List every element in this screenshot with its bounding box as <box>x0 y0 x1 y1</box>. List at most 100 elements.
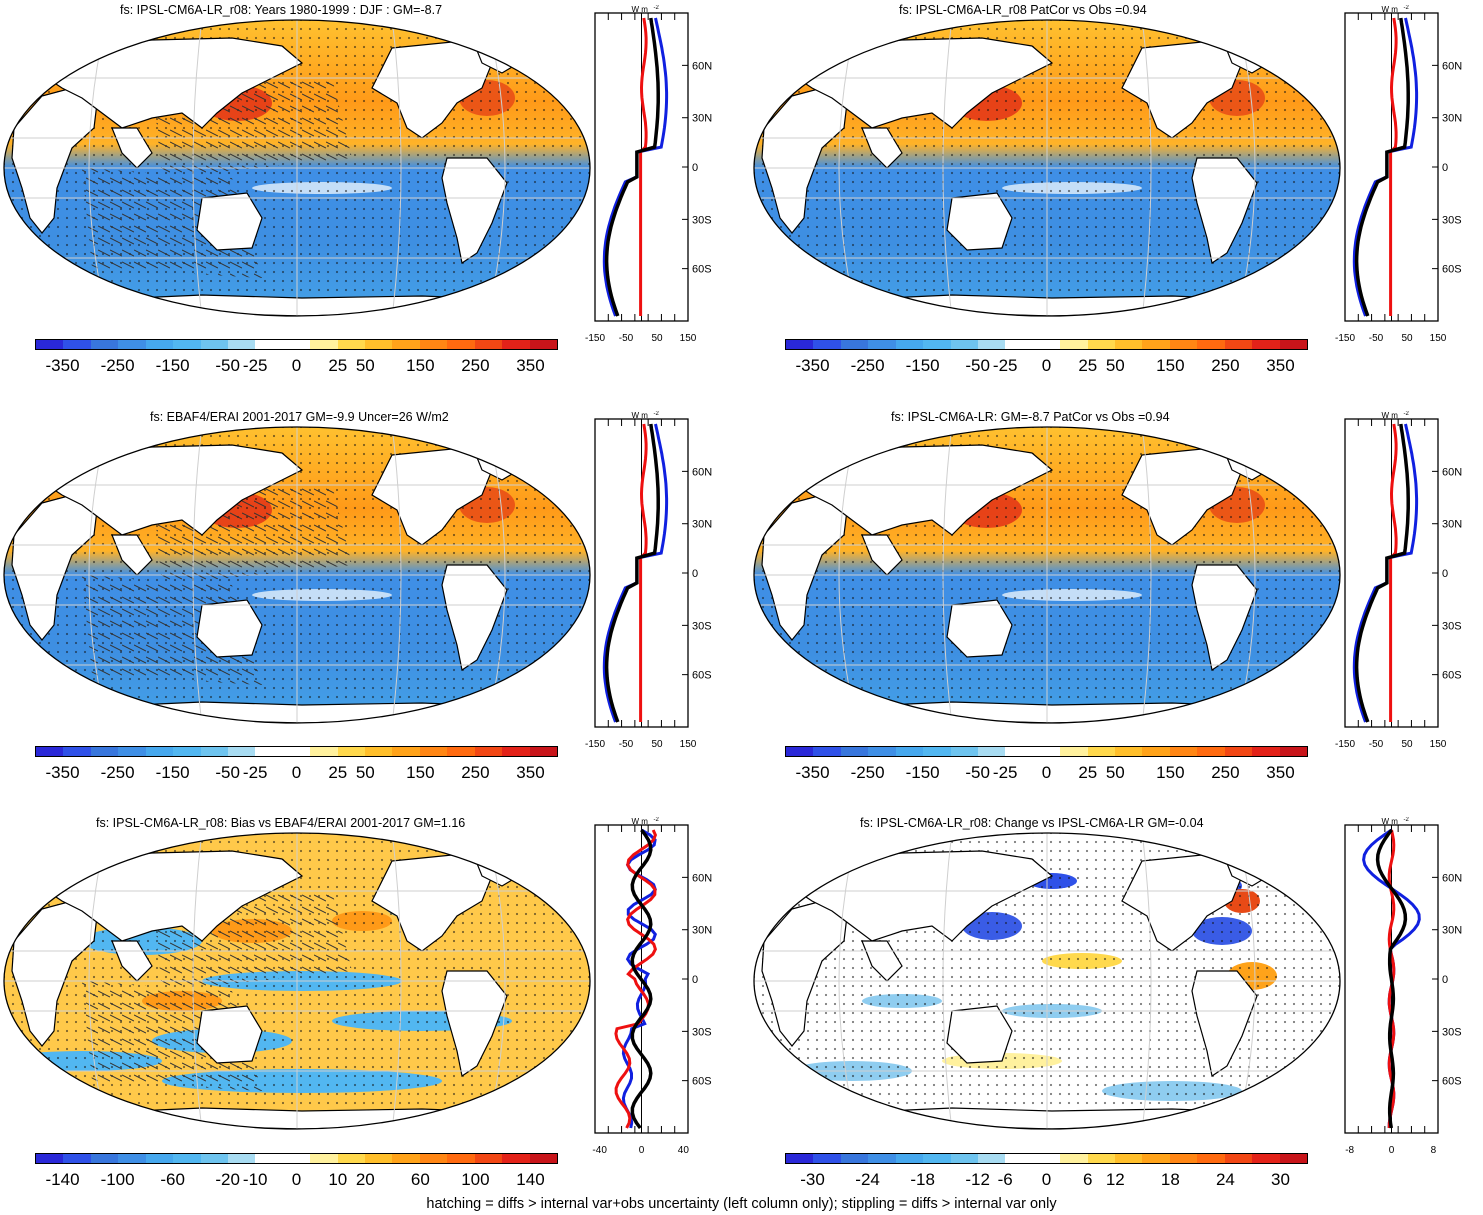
colorbar-label: 24 <box>1215 1170 1235 1189</box>
map-outline <box>3 19 591 317</box>
colorbar-label: 25 <box>328 356 348 375</box>
colorbar-label: -250 <box>100 356 135 375</box>
panel-title: fs: IPSL-CM6A-LR_r08 PatCor vs Obs =0.94 <box>899 3 1147 17</box>
colorbar-label: 0 <box>1041 356 1052 375</box>
colorbar-label: 100 <box>461 1170 490 1189</box>
colorbar-label: 20 <box>355 1170 375 1189</box>
profile-x-label: -40 <box>592 1145 607 1156</box>
colorbar-swatch <box>786 1154 814 1163</box>
colorbar-swatch <box>1005 340 1033 349</box>
land-mass <box>30 444 304 536</box>
colorbar-swatch <box>90 747 119 756</box>
colorbar-label: -150 <box>905 763 940 782</box>
colorbar-swatch <box>227 340 256 349</box>
land-mass <box>196 192 263 251</box>
colorbar-label: 12 <box>1105 1170 1125 1189</box>
colorbar-label: 25 <box>1078 763 1098 782</box>
colorbar-swatch <box>1279 340 1308 349</box>
colorbar-label: -25 <box>992 356 1018 375</box>
colorbar-swatch <box>840 340 869 349</box>
colorbar-swatch <box>474 747 503 756</box>
colorbar-label: 250 <box>1211 763 1240 782</box>
colorbar-label: -50 <box>215 763 240 782</box>
colorbar-label: -50 <box>215 356 240 375</box>
colorbar-swatch <box>923 1154 951 1163</box>
colorbar-swatch <box>419 340 448 349</box>
colorbar-labels: -350 -250 -150 -50 -25 0 25 50 150 250 350 <box>35 356 558 378</box>
colorbar-label: -60 <box>160 1170 185 1189</box>
profile-x-label: 150 <box>1430 739 1447 750</box>
colorbar-swatch <box>868 1154 896 1163</box>
profile-y-label: 30N <box>1442 519 1462 531</box>
profile-y-label: 60S <box>1442 264 1462 276</box>
profile-x-label: 40 <box>678 1145 690 1156</box>
colorbar-swatch <box>310 747 338 756</box>
colorbar-label: 50 <box>355 356 375 375</box>
map-field <box>4 833 590 1129</box>
profile-units-sup: -2 <box>1404 817 1410 823</box>
colorbar-swatch <box>1060 340 1088 349</box>
colorbar-swatch <box>63 1154 91 1163</box>
profile-curve <box>1354 17 1410 317</box>
colorbar <box>785 339 1308 350</box>
map-robinson <box>2 18 592 318</box>
profile-x-label: 8 <box>1431 1145 1437 1156</box>
colorbar-label: 150 <box>1156 763 1185 782</box>
colorbar-swatch <box>282 747 311 756</box>
colorbar-swatch <box>173 747 201 756</box>
colorbar-label: -12 <box>965 1170 990 1189</box>
zonal-profile: W m -2 60N 30N 0 30S 60S -40 0 40 <box>575 817 713 1182</box>
colorbar-swatch <box>36 747 64 756</box>
colorbar-swatch <box>447 340 475 349</box>
panel-title: fs: IPSL-CM6A-LR_r08: Change vs IPSL-CM6… <box>860 816 1204 830</box>
land-mass <box>30 37 304 129</box>
profile-curve <box>630 828 653 1130</box>
colorbar-swatch <box>1197 340 1225 349</box>
profile-y-label: 60N <box>1442 466 1462 478</box>
colorbar-label: 50 <box>1105 356 1125 375</box>
colorbar-swatch <box>310 1154 338 1163</box>
colorbar-swatch <box>1060 747 1088 756</box>
colorbar-swatch <box>200 747 228 756</box>
profile-x-label: -150 <box>585 739 605 750</box>
profile-units: W m <box>632 411 649 420</box>
profile-y-label: 30S <box>692 1026 712 1038</box>
land-mass <box>946 1005 1013 1064</box>
map-field <box>4 427 590 723</box>
profile-y-label: 30S <box>1442 214 1462 226</box>
colorbar-label: -350 <box>795 763 830 782</box>
colorbar-swatch <box>502 747 530 756</box>
colorbar <box>35 1153 558 1164</box>
colorbar-swatch <box>1115 1154 1143 1163</box>
colorbar-label: 350 <box>516 356 545 375</box>
colorbar-label: 0 <box>291 763 302 782</box>
map-outline <box>753 832 1341 1130</box>
colorbar-label: -20 <box>215 1170 240 1189</box>
land-mass <box>946 192 1013 251</box>
colorbar-swatch <box>977 1154 1006 1163</box>
map-field <box>754 833 1340 1129</box>
colorbar-swatch <box>1169 747 1198 756</box>
colorbar <box>785 746 1308 757</box>
colorbar-swatch <box>392 747 420 756</box>
colorbar-swatch <box>1087 340 1116 349</box>
colorbar-swatch <box>1032 340 1061 349</box>
profile-y-label: 60S <box>692 1076 712 1088</box>
colorbar-swatch <box>529 747 558 756</box>
colorbar-swatch <box>90 340 119 349</box>
colorbar-label: 10 <box>328 1170 348 1189</box>
colorbar-swatch <box>90 1154 119 1163</box>
map-outline <box>3 426 591 724</box>
colorbar-swatch <box>813 1154 841 1163</box>
colorbar-swatch <box>337 747 366 756</box>
colorbar-label: 18 <box>1160 1170 1180 1189</box>
profile-units-sup: -2 <box>1404 411 1410 417</box>
colorbar-swatch <box>200 340 228 349</box>
colorbar-swatch <box>1115 747 1143 756</box>
profile-y-label: 0 <box>1442 974 1448 986</box>
profile-x-label: 150 <box>1430 333 1447 344</box>
profile-units: W m <box>632 5 649 14</box>
profile-units: W m <box>1382 5 1399 14</box>
colorbar-label: 250 <box>461 356 490 375</box>
profile-curve <box>604 17 660 317</box>
